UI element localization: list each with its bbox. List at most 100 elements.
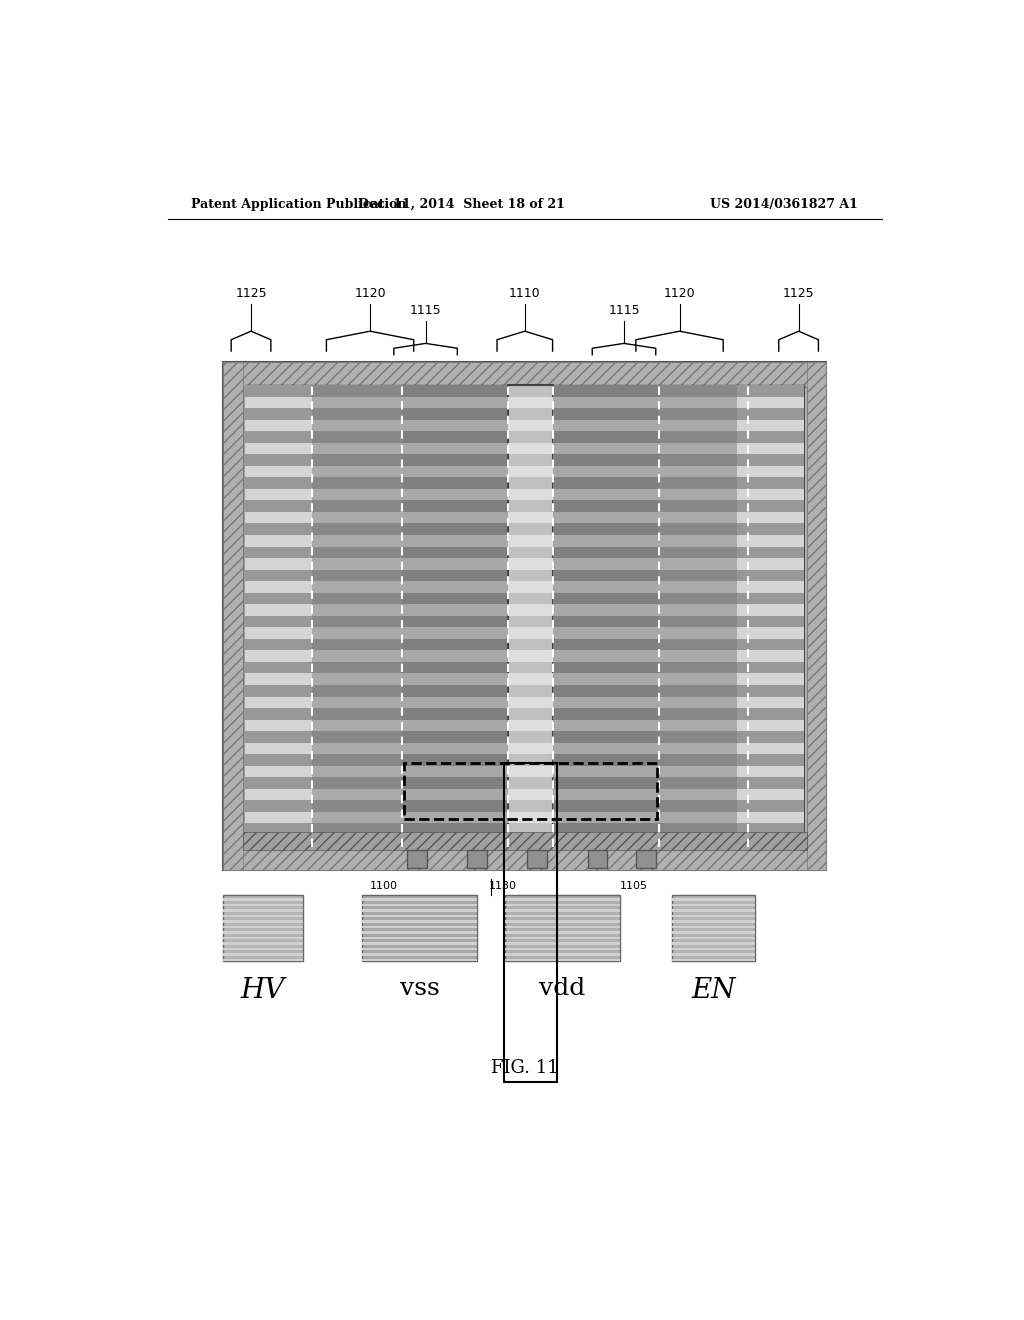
Polygon shape	[246, 812, 312, 824]
Polygon shape	[401, 789, 508, 800]
Polygon shape	[527, 850, 547, 867]
Polygon shape	[362, 898, 477, 900]
Polygon shape	[508, 442, 553, 454]
Polygon shape	[553, 627, 658, 639]
Polygon shape	[658, 512, 749, 524]
Text: HV: HV	[241, 977, 285, 1003]
Polygon shape	[737, 719, 804, 731]
Polygon shape	[223, 925, 303, 928]
Polygon shape	[508, 488, 553, 500]
Polygon shape	[362, 915, 477, 917]
Polygon shape	[658, 466, 749, 478]
Polygon shape	[508, 627, 553, 639]
Polygon shape	[672, 895, 755, 961]
Polygon shape	[312, 743, 401, 754]
Polygon shape	[553, 488, 658, 500]
Bar	[223, 845, 826, 870]
Polygon shape	[362, 909, 477, 912]
Polygon shape	[401, 673, 508, 685]
Polygon shape	[362, 942, 477, 945]
Polygon shape	[737, 651, 804, 661]
Polygon shape	[243, 381, 807, 850]
Text: 1120: 1120	[664, 286, 695, 300]
Polygon shape	[553, 385, 658, 846]
Text: 1125: 1125	[236, 286, 267, 300]
Polygon shape	[553, 812, 658, 824]
Polygon shape	[505, 920, 620, 923]
Text: 1110: 1110	[509, 286, 541, 300]
Polygon shape	[246, 719, 312, 731]
Polygon shape	[246, 420, 312, 432]
Polygon shape	[223, 953, 303, 956]
Polygon shape	[246, 651, 312, 661]
Polygon shape	[505, 904, 620, 907]
Polygon shape	[401, 627, 508, 639]
Polygon shape	[246, 385, 804, 846]
Polygon shape	[508, 385, 553, 846]
Polygon shape	[508, 605, 553, 615]
Polygon shape	[362, 937, 477, 940]
Polygon shape	[588, 850, 607, 867]
Text: 1105: 1105	[620, 882, 648, 891]
Polygon shape	[312, 605, 401, 615]
Polygon shape	[505, 953, 620, 956]
Polygon shape	[508, 396, 553, 408]
Polygon shape	[246, 627, 312, 639]
Polygon shape	[505, 958, 620, 961]
Polygon shape	[312, 466, 401, 478]
Polygon shape	[737, 627, 804, 639]
Polygon shape	[737, 442, 804, 454]
Polygon shape	[672, 915, 755, 917]
Polygon shape	[508, 651, 553, 661]
Polygon shape	[505, 915, 620, 917]
Polygon shape	[505, 942, 620, 945]
Polygon shape	[658, 673, 749, 685]
Polygon shape	[246, 442, 312, 454]
Polygon shape	[223, 942, 303, 945]
Polygon shape	[223, 931, 303, 933]
Polygon shape	[362, 953, 477, 956]
Polygon shape	[658, 558, 749, 570]
Bar	[243, 832, 807, 850]
Polygon shape	[658, 396, 749, 408]
Text: vdd: vdd	[540, 977, 586, 999]
Polygon shape	[737, 697, 804, 708]
Polygon shape	[312, 697, 401, 708]
Polygon shape	[658, 719, 749, 731]
Bar	[404, 763, 656, 818]
Polygon shape	[672, 942, 755, 945]
Polygon shape	[508, 719, 553, 731]
Polygon shape	[401, 558, 508, 570]
Polygon shape	[401, 535, 508, 546]
Polygon shape	[312, 812, 401, 824]
Text: vss: vss	[399, 977, 439, 999]
Polygon shape	[553, 766, 658, 777]
Polygon shape	[246, 558, 312, 570]
Polygon shape	[658, 535, 749, 546]
Polygon shape	[246, 581, 312, 593]
Polygon shape	[246, 836, 312, 846]
Polygon shape	[553, 719, 658, 731]
Text: 1115: 1115	[410, 304, 441, 317]
Polygon shape	[658, 442, 749, 454]
Polygon shape	[246, 396, 312, 408]
Polygon shape	[553, 605, 658, 615]
Polygon shape	[658, 605, 749, 615]
Polygon shape	[508, 512, 553, 524]
Polygon shape	[658, 697, 749, 708]
Polygon shape	[401, 697, 508, 708]
Text: 1100: 1100	[370, 882, 398, 891]
Polygon shape	[658, 812, 749, 824]
Polygon shape	[401, 396, 508, 408]
Polygon shape	[672, 953, 755, 956]
Polygon shape	[737, 385, 804, 846]
Text: 1115: 1115	[608, 304, 640, 317]
Polygon shape	[553, 442, 658, 454]
Polygon shape	[737, 558, 804, 570]
Polygon shape	[401, 719, 508, 731]
Polygon shape	[223, 948, 303, 950]
Polygon shape	[505, 937, 620, 940]
Polygon shape	[508, 581, 553, 593]
Polygon shape	[362, 895, 477, 961]
Polygon shape	[553, 697, 658, 708]
